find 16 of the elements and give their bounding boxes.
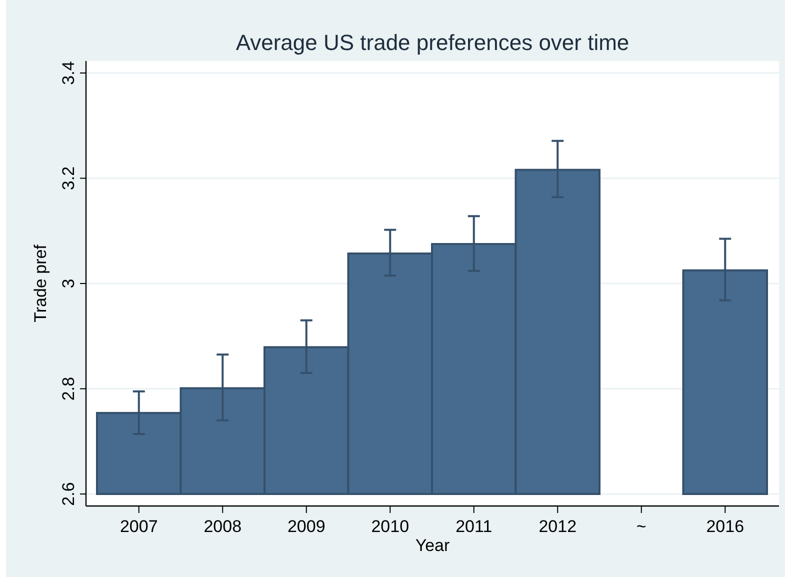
x-tick-label: 2010 [371, 517, 410, 536]
y-tick-label: 3 [59, 278, 78, 288]
x-axis-title: Year [415, 536, 450, 555]
y-tick-label: 2.6 [59, 482, 78, 506]
x-tick-label: 2007 [120, 517, 158, 536]
y-axis-title: Trade pref [31, 244, 50, 322]
x-tick-label: 2012 [538, 517, 577, 536]
y-tick-label: 2.8 [59, 376, 78, 401]
x-tick-label: 2016 [706, 517, 744, 536]
x-tick-label: 2011 [456, 517, 492, 536]
y-tick-label: 3.4 [59, 61, 78, 85]
x-tick-label: 2008 [204, 517, 242, 536]
x-tick-label: ~ [636, 517, 646, 536]
y-tick-label: 3.2 [59, 166, 78, 190]
chart-title: Average US trade preferences over time [236, 30, 630, 55]
x-tick-label: 2009 [287, 517, 326, 536]
